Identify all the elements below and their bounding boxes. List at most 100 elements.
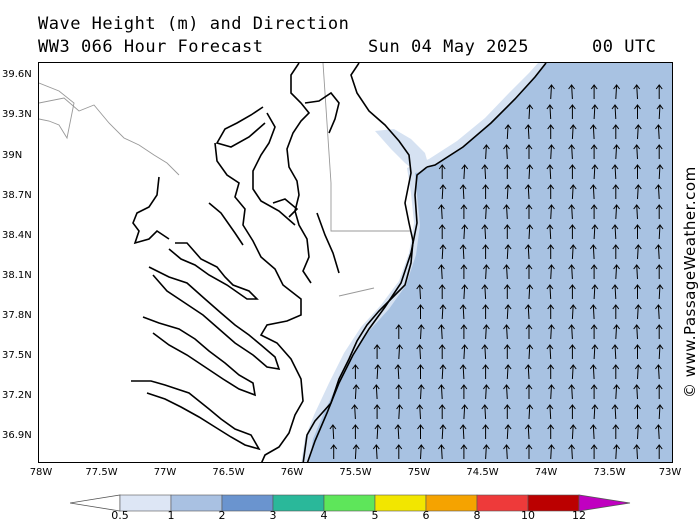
wave-map — [38, 62, 673, 463]
wave-direction-arrow — [591, 164, 599, 180]
wave-direction-arrow — [548, 84, 555, 100]
wave-direction-arrow — [612, 364, 620, 379]
wave-direction-arrow — [546, 344, 554, 360]
wave-direction-arrow — [438, 444, 445, 460]
wave-direction-arrow — [352, 444, 360, 460]
wave-direction-arrow — [589, 304, 597, 320]
wave-direction-arrow — [547, 364, 555, 379]
wave-direction-arrow — [612, 304, 620, 319]
wave-direction-arrow — [352, 364, 359, 379]
wave-direction-arrow — [373, 344, 381, 359]
wave-direction-arrow — [438, 384, 445, 400]
wave-direction-arrow — [546, 164, 554, 180]
wave-direction-arrow — [482, 244, 489, 259]
wave-direction-arrow — [569, 284, 576, 299]
wave-direction-arrow — [416, 404, 424, 420]
wave-direction-arrow — [460, 324, 468, 339]
wave-direction-arrow — [655, 244, 662, 260]
wave-direction-arrow — [372, 444, 380, 460]
wave-direction-arrow — [548, 324, 555, 340]
lat-tick-label: 39N — [2, 149, 23, 161]
wave-direction-arrow — [351, 404, 358, 420]
wave-direction-arrow — [613, 444, 620, 460]
wave-direction-arrow — [547, 124, 555, 139]
lon-tick-label: 74W — [534, 467, 558, 478]
state-borders — [39, 63, 411, 297]
wave-direction-arrow — [655, 204, 663, 219]
wave-direction-arrow — [503, 404, 511, 419]
forecast-time: 00 UTC — [592, 37, 657, 57]
wave-direction-arrow — [526, 104, 534, 120]
wave-direction-arrow — [460, 204, 468, 219]
wave-direction-arrow — [568, 84, 575, 100]
wave-direction-arrow — [504, 424, 512, 440]
wave-direction-arrow — [634, 104, 641, 119]
wave-direction-arrow — [634, 184, 642, 200]
lon-tick-label: 77W — [153, 467, 177, 478]
wave-direction-arrow — [438, 224, 446, 239]
wave-direction-arrow — [611, 104, 619, 120]
wave-direction-arrow — [461, 404, 469, 420]
lat-tick-label: 38.7N — [2, 189, 32, 201]
wave-direction-arrow — [329, 424, 337, 440]
lon-tick-label: 74.5W — [466, 467, 499, 478]
wave-direction-arrow — [395, 384, 403, 399]
wave-direction-arrow — [460, 444, 468, 459]
wave-direction-arrow — [589, 124, 597, 140]
wave-direction-arrow — [612, 244, 620, 259]
lon-tick-label: 73W — [658, 467, 682, 478]
wave-direction-arrow — [503, 144, 510, 160]
wave-direction-arrow — [568, 264, 575, 280]
wave-direction-arrow — [417, 424, 424, 439]
lon-tick-label: 76.5W — [212, 467, 245, 478]
wave-direction-arrow — [526, 344, 534, 360]
wave-direction-arrow — [524, 364, 532, 380]
wave-direction-arrow — [374, 424, 382, 440]
wave-direction-arrow — [611, 164, 619, 180]
wave-direction-arrow — [569, 184, 577, 200]
wave-direction-arrow — [526, 284, 534, 300]
lat-tick-label: 37.8N — [2, 309, 32, 321]
wave-direction-arrow — [524, 184, 532, 200]
wave-direction-arrow — [655, 264, 663, 279]
wave-direction-arrow — [459, 424, 467, 440]
wave-direction-arrow — [612, 184, 620, 199]
wave-direction-arrow — [656, 224, 664, 240]
wave-direction-arrow — [504, 304, 512, 320]
wave-direction-arrow — [655, 124, 662, 140]
lon-tick-label: 76W — [280, 467, 304, 478]
wave-direction-arrow — [524, 244, 532, 260]
wave-direction-arrow — [611, 344, 619, 360]
wave-direction-arrow — [439, 364, 447, 380]
wave-direction-arrow — [503, 324, 510, 340]
lat-tick-label: 36.9N — [2, 430, 32, 442]
wave-direction-arrow — [461, 164, 469, 180]
wave-direction-arrow — [438, 164, 446, 179]
wave-direction-arrow — [438, 404, 446, 419]
wave-direction-arrow — [613, 144, 620, 160]
wave-direction-arrow — [655, 144, 663, 159]
forecast-date: Sun 04 May 2025 — [368, 37, 530, 57]
wave-direction-arrow — [395, 324, 403, 339]
wave-direction-arrow — [569, 164, 576, 179]
wave-direction-arrow — [548, 264, 555, 280]
wave-direction-arrow — [459, 364, 467, 380]
wave-direction-arrow — [569, 224, 576, 239]
wave-direction-arrow — [481, 404, 489, 420]
wave-direction-arrow — [591, 224, 599, 240]
wave-direction-arrow — [526, 404, 534, 420]
wave-direction-arrow — [524, 124, 532, 140]
wave-direction-arrow — [481, 284, 489, 300]
wave-direction-arrow — [352, 384, 360, 400]
wave-direction-arrow — [482, 364, 489, 379]
lat-tick-label: 39.6N — [2, 69, 32, 81]
wave-direction-arrow — [613, 84, 620, 100]
wave-direction-arrow — [396, 404, 403, 420]
legend-tick-label: 3 — [269, 509, 277, 522]
wave-direction-arrow — [569, 344, 576, 359]
wave-direction-arrow — [656, 284, 664, 300]
wave-direction-arrow — [525, 384, 533, 399]
wave-direction-arrow — [611, 224, 619, 240]
legend-tick-label: 6 — [422, 509, 430, 522]
delaware-bay — [375, 129, 429, 173]
